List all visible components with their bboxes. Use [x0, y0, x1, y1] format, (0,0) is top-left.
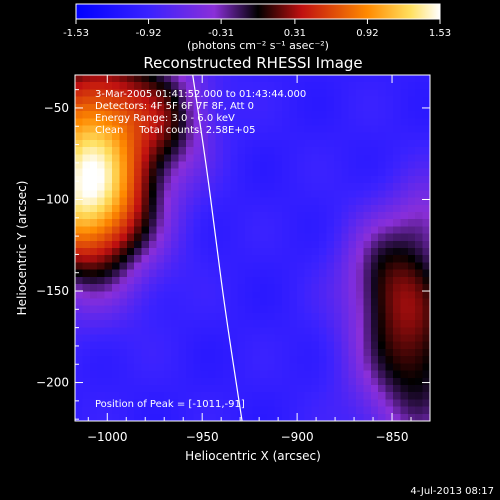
heatmap-raster — [75, 75, 430, 421]
footer-date: 4-Jul-2013 08:17 — [410, 486, 494, 497]
annotations: 3-Mar-2005 01:41:52.000 to 01:43:44.000 … — [95, 89, 306, 410]
y-tick-label: −100 — [36, 192, 69, 206]
y-tick-label: −200 — [36, 376, 69, 390]
heatmap-image — [75, 75, 430, 421]
time-range-annotation: 3-Mar-2005 01:41:52.000 to 01:43:44.000 — [95, 89, 306, 100]
x-axis-label: Heliocentric X (arcsec) — [185, 449, 321, 463]
colorbar-gradient — [75, 3, 441, 20]
y-axis-label: Heliocentric Y (arcsec) — [15, 181, 29, 316]
colorbar-tick-label: -0.92 — [136, 28, 162, 39]
chart-title: Reconstructed RHESSI Image — [143, 54, 362, 72]
solar-limb-curve — [192, 75, 243, 421]
y-tick-label: −50 — [44, 101, 69, 115]
colorbar-ticks: -1.53 -0.92 -0.31 0.31 0.92 1.53 — [63, 19, 451, 39]
colorbar-tick-label: 0.31 — [284, 28, 306, 39]
y-axis: −50 −100 −150 −200 — [36, 89, 430, 420]
colorbar: -1.53 -0.92 -0.31 0.31 0.92 1.53 (photons cm⁻… — [63, 3, 451, 52]
peak-position-annotation: Position of Peak = [-1011,-91] — [95, 399, 245, 410]
energy-range-annotation: Energy Range: 3.0 - 6.0 keV — [95, 113, 235, 124]
y-tick-label: −150 — [36, 284, 69, 298]
colorbar-tick-label: -0.31 — [208, 28, 234, 39]
colorbar-tick-label: -1.53 — [63, 28, 89, 39]
colorbar-unit-label: (photons cm⁻² s⁻¹ asec⁻²) — [187, 39, 329, 52]
x-tick-label: −850 — [376, 430, 409, 444]
clean-counts-annotation: Clean Total counts: 2.58E+05 — [95, 125, 255, 136]
detectors-annotation: Detectors: 4F 5F 6F 7F 8F, Att 0 — [95, 101, 254, 112]
colorbar-tick-label: 1.53 — [429, 28, 451, 39]
x-tick-label: −950 — [186, 430, 219, 444]
x-tick-label: −900 — [281, 430, 314, 444]
colorbar-tick-label: 0.92 — [356, 28, 378, 39]
plot-frame — [74, 74, 431, 422]
x-axis: −1000 −950 −900 −850 — [87, 75, 431, 444]
x-tick-label: −1000 — [87, 430, 128, 444]
